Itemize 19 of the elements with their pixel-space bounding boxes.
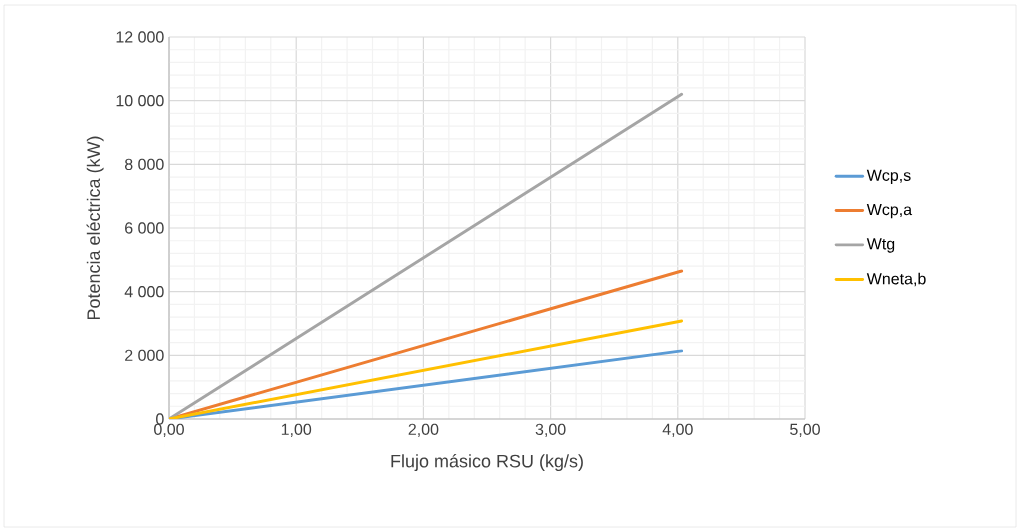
legend-label: Wneta,b <box>866 272 926 287</box>
x-tick-label: 4,00 <box>662 423 693 437</box>
y-tick-label: 4 000 <box>124 286 164 298</box>
y-tick-label: 2 000 <box>125 349 164 362</box>
y-axis-title: Potencia eléctrica (kW) <box>86 136 104 320</box>
x-tick-label: 2,00 <box>408 423 439 437</box>
y-tick-label: 8 000 <box>124 158 164 171</box>
y-tick-label: 10 000 <box>116 95 164 107</box>
legend-label: Wcp,a <box>866 204 913 219</box>
legend-label: Wtg <box>866 238 895 253</box>
x-tick-label: 0,00 <box>154 423 184 437</box>
x-axis-title: Flujo másico RSU (kg/s) <box>391 454 583 472</box>
y-tick-label: 6 000 <box>125 222 164 234</box>
x-tick-label: 5,00 <box>790 423 820 437</box>
x-tick-label: 3,00 <box>535 423 566 437</box>
y-tick-label: 0 <box>156 413 164 425</box>
x-tick-label: 1,00 <box>281 423 312 437</box>
y-tick-label: 12 000 <box>116 31 164 43</box>
legend-label: Wcp,s <box>866 169 911 185</box>
